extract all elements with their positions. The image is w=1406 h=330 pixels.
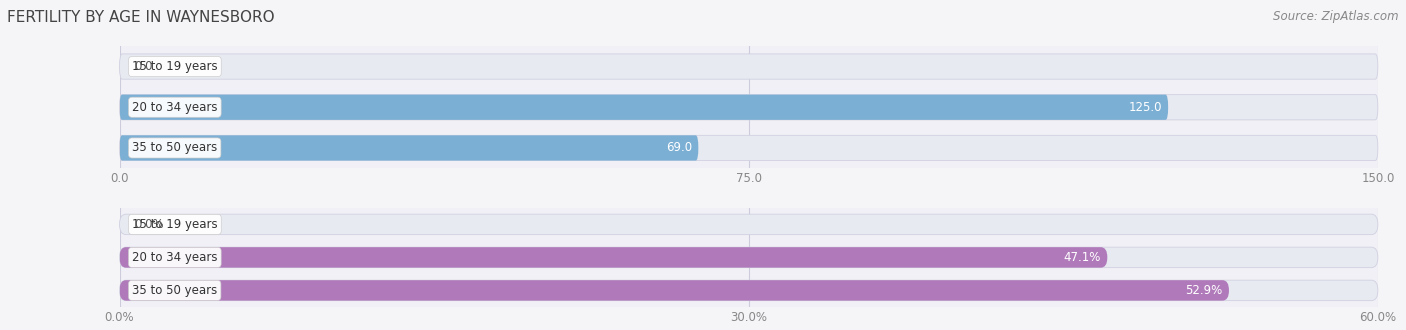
FancyBboxPatch shape [120,95,1378,120]
FancyBboxPatch shape [120,247,1108,268]
FancyBboxPatch shape [120,247,1378,268]
Text: 0.0: 0.0 [135,60,153,73]
Text: 35 to 50 years: 35 to 50 years [132,284,218,297]
Text: 47.1%: 47.1% [1064,251,1101,264]
FancyBboxPatch shape [120,54,1378,79]
FancyBboxPatch shape [120,95,1168,120]
FancyBboxPatch shape [120,280,1378,301]
FancyBboxPatch shape [120,135,699,161]
Text: 0.0%: 0.0% [135,218,165,231]
Text: 125.0: 125.0 [1129,101,1161,114]
FancyBboxPatch shape [120,214,1378,235]
Text: Source: ZipAtlas.com: Source: ZipAtlas.com [1274,10,1399,23]
Text: 15 to 19 years: 15 to 19 years [132,218,218,231]
FancyBboxPatch shape [120,135,1378,161]
Text: 52.9%: 52.9% [1185,284,1223,297]
Text: 20 to 34 years: 20 to 34 years [132,101,218,114]
Text: 35 to 50 years: 35 to 50 years [132,142,218,154]
FancyBboxPatch shape [120,280,1229,301]
Text: 15 to 19 years: 15 to 19 years [132,60,218,73]
Text: 69.0: 69.0 [666,142,692,154]
Text: 20 to 34 years: 20 to 34 years [132,251,218,264]
Text: FERTILITY BY AGE IN WAYNESBORO: FERTILITY BY AGE IN WAYNESBORO [7,10,274,25]
